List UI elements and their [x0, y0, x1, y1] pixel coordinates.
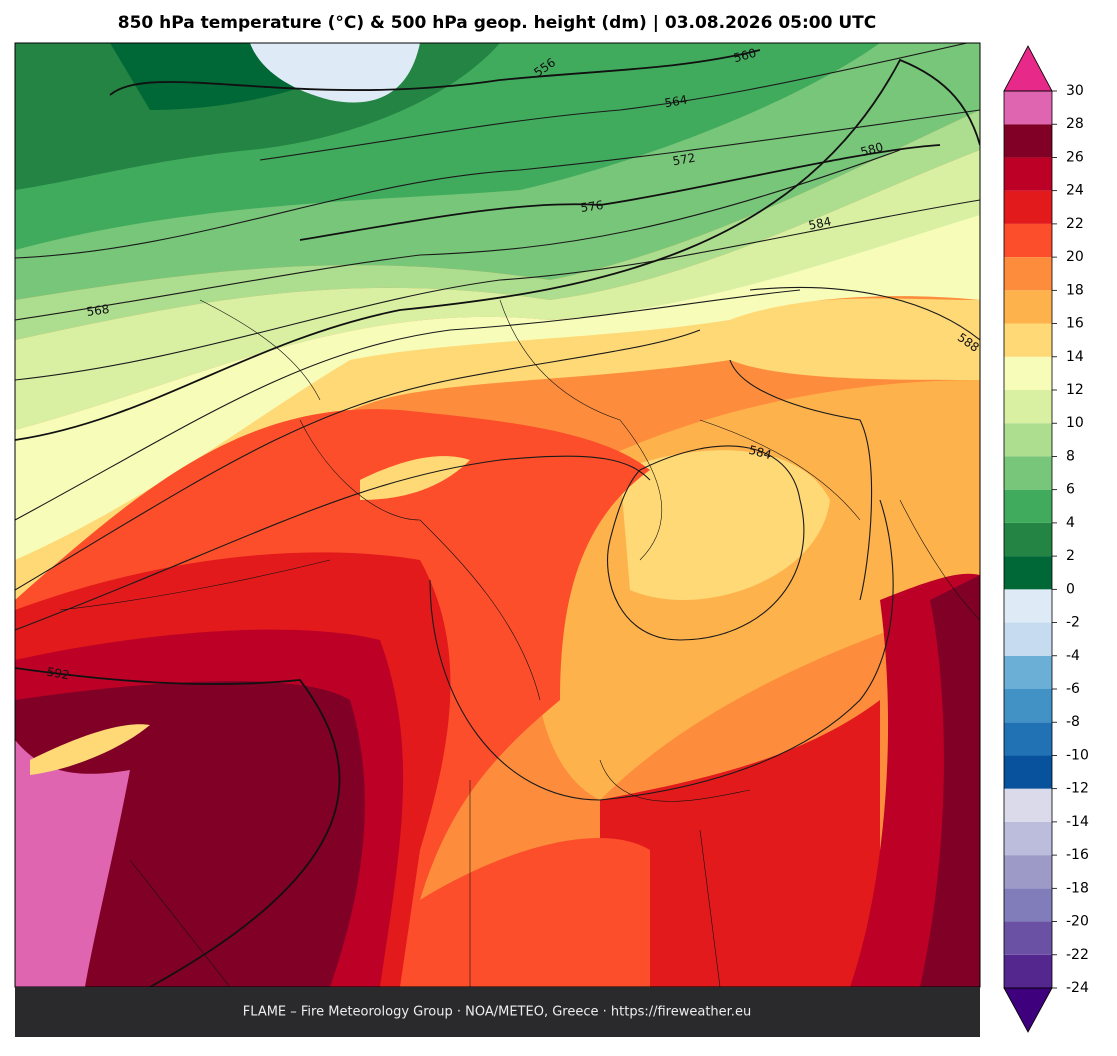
contour-label: 584: [747, 443, 773, 462]
colorbar-tick-label: 12: [1066, 382, 1084, 398]
colorbar-tick-label: 22: [1066, 216, 1084, 232]
colorbar-band: [1004, 290, 1052, 324]
height-contours: [15, 43, 980, 987]
colorbar-tick-label: 20: [1066, 249, 1084, 265]
colorbar-tick-label: -14: [1066, 814, 1089, 830]
colorbar-band: [1004, 124, 1052, 158]
colorbar-band: [1004, 589, 1052, 623]
colorbar-band: [1004, 323, 1052, 357]
colorbar-band: [1004, 788, 1052, 822]
colorbar-tick-label: 24: [1066, 183, 1084, 199]
footer-credit: FLAME – Fire Meteorology Group · NOA/MET…: [243, 1005, 751, 1020]
colorbar-band: [1004, 722, 1052, 756]
footer-bar: [15, 987, 980, 1037]
colorbar-tick-label: -4: [1066, 648, 1080, 664]
colorbar-frame: [1003, 90, 1053, 989]
colorbar-extend-low: [1003, 987, 1053, 1033]
colorbar-tick-label: 14: [1066, 349, 1084, 365]
colorbar-band: [1004, 257, 1052, 291]
colorbar-band: [1004, 190, 1052, 224]
colorbar-tick-label: -8: [1066, 714, 1080, 730]
colorbar-band: [1004, 390, 1052, 424]
colorbar-tick-label: -24: [1066, 980, 1089, 996]
colorbar-tick-label: -6: [1066, 681, 1080, 697]
colorbar-band: [1004, 655, 1052, 689]
colorbar-band: [1004, 157, 1052, 191]
contour-label: 592: [46, 665, 71, 683]
colorbar-tick-label: 28: [1066, 116, 1084, 132]
colorbar-tick-label: -16: [1066, 847, 1089, 863]
colorbar-tick-label: 0: [1066, 581, 1075, 597]
colorbar-tick-label: 26: [1066, 149, 1084, 165]
colorbar-band: [1004, 821, 1052, 856]
colorbar-tick-label: 2: [1066, 548, 1075, 564]
colorbar-tick-label: -10: [1066, 747, 1089, 763]
colorbar-band: [1004, 489, 1052, 523]
colorbar-tick-label: 10: [1066, 415, 1084, 431]
colorbar-extend-high: [1003, 45, 1053, 92]
colorbar-tick-label: -18: [1066, 880, 1089, 896]
colorbar-tick-label: -22: [1066, 947, 1089, 963]
colorbar-band: [1004, 855, 1052, 889]
temperature-field: [15, 43, 980, 987]
contour-label: 584: [807, 214, 832, 232]
contour-label: 580: [859, 140, 885, 159]
contour-label: 568: [86, 302, 111, 319]
map-title: 850 hPa temperature (°C) & 500 hPa geop.…: [118, 13, 877, 33]
colorbar-band: [1004, 356, 1052, 390]
colorbar-tick-label: 8: [1066, 448, 1075, 464]
colorbar-tick-label: -12: [1066, 781, 1089, 797]
colorbar-tick-label: 4: [1066, 515, 1075, 531]
colorbar-band: [1004, 954, 1052, 988]
colorbar-band: [1004, 522, 1052, 557]
colorbar-band: [1004, 921, 1052, 955]
colorbar-tick-label: -20: [1066, 914, 1089, 930]
colorbar-band: [1004, 622, 1052, 656]
colorbar-band: [1004, 755, 1052, 789]
colorbar-band: [1004, 556, 1052, 590]
contour-label: 560: [732, 46, 758, 65]
contour-label: 572: [671, 151, 696, 169]
colorbar-band: [1004, 888, 1052, 922]
colorbar: -24-22-20-18-16-14-12-10-8-6-4-202468101…: [1003, 45, 1089, 1033]
colorbar-tick-label: 16: [1066, 316, 1084, 332]
colorbar-tick-label: 18: [1066, 282, 1084, 298]
colorbar-band: [1004, 223, 1052, 258]
colorbar-band: [1004, 456, 1052, 490]
colorbar-band: [1004, 423, 1052, 457]
colorbar-band: [1004, 91, 1052, 125]
colorbar-band: [1004, 689, 1052, 723]
colorbar-tick-label: 30: [1066, 83, 1084, 99]
colorbar-tick-label: 6: [1066, 482, 1075, 498]
contour-label: 576: [580, 198, 605, 215]
colorbar-tick-label: -2: [1066, 615, 1080, 631]
contour-label: 564: [663, 93, 688, 111]
